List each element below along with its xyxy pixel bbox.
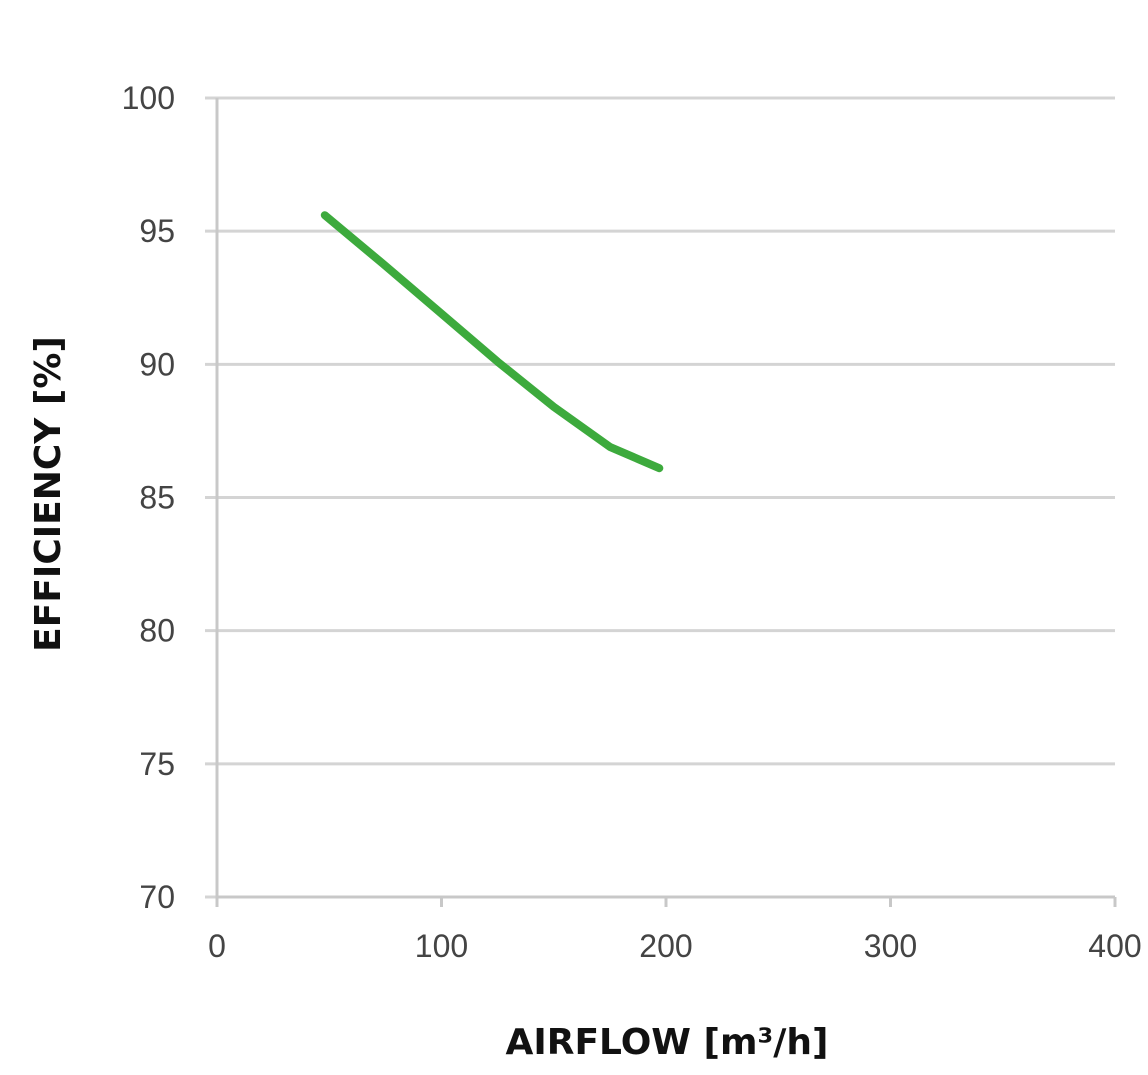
y-tick-label: 80: [139, 613, 175, 649]
y-tick-label: 100: [122, 80, 175, 116]
y-tick-label: 95: [139, 213, 175, 249]
y-axis-title: EFFICIENCY [%]: [28, 336, 69, 652]
y-tick-label: 70: [139, 879, 175, 915]
x-axis-title: AIRFLOW [m³/h]: [505, 1022, 828, 1063]
x-tick-label: 0: [208, 928, 226, 964]
x-tick-label: 200: [639, 928, 692, 964]
x-tick-label: 400: [1088, 928, 1141, 964]
y-tick-label: 85: [139, 480, 175, 516]
x-tick-label: 300: [864, 928, 917, 964]
y-tick-label: 75: [139, 746, 175, 782]
grid-lines: [205, 96, 1115, 899]
axes: [215, 98, 1117, 907]
tick-labels: 70 75 80 85 90 95 100 0 100 200 300 400: [122, 80, 1142, 964]
series-lines: [320, 211, 664, 473]
x-tick-label: 100: [415, 928, 468, 964]
y-tick-label: 90: [139, 346, 175, 382]
series-line-0: [320, 211, 664, 473]
